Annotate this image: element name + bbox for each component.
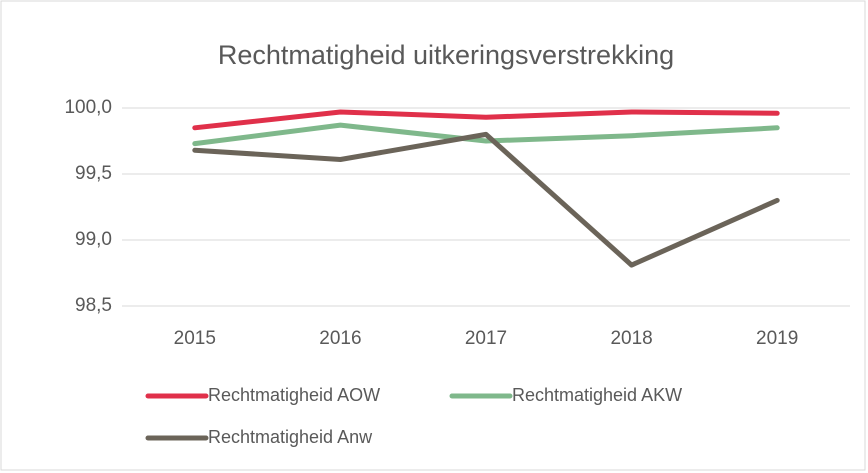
- series-line: [192, 131, 780, 268]
- x-tick-label: 2017: [465, 328, 507, 349]
- legend-label: Rechtmatigheid AOW: [208, 385, 380, 405]
- x-tick-label: 2015: [174, 328, 216, 349]
- series-line: [192, 109, 780, 131]
- x-tick-label: 2019: [756, 328, 798, 349]
- y-tick-label: 100,0: [64, 97, 112, 118]
- series-line: [192, 122, 780, 147]
- y-tick-label: 98,5: [75, 295, 112, 316]
- y-tick-label: 99,0: [75, 229, 112, 250]
- legend-label: Rechtmatigheid AKW: [512, 385, 682, 405]
- x-tick-label: 2016: [319, 328, 361, 349]
- x-tick-label: 2018: [610, 328, 652, 349]
- chart-title: Rechtmatigheid uitkeringsverstrekking: [218, 40, 674, 70]
- legend-label: Rechtmatigheid Anw: [208, 427, 373, 447]
- y-tick-label: 99,5: [75, 163, 112, 184]
